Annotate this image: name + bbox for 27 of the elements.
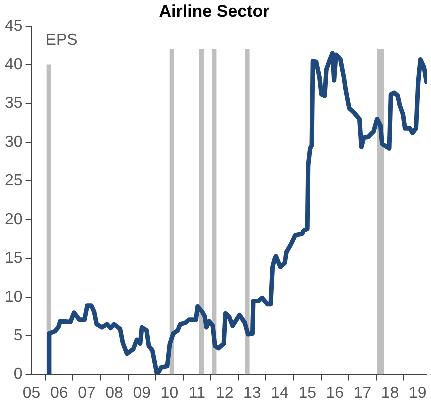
y-tick-label: 35 (5, 95, 23, 112)
x-tick-label: 11 (188, 384, 206, 402)
y-tick-label: 5 (14, 327, 23, 344)
x-tick-label: 15 (298, 384, 317, 402)
x-tick-label: 09 (133, 384, 152, 402)
chart-title: Airline Sector (159, 2, 270, 21)
x-tick-label: 14 (271, 384, 290, 402)
y-tick-label: 45 (5, 18, 23, 35)
x-tick-label: 17 (354, 384, 372, 402)
y-tick-label: 40 (5, 56, 23, 74)
y-tick-label: 10 (5, 288, 23, 306)
x-tick-label: 18 (381, 384, 400, 402)
x-tick-label: 16 (326, 384, 344, 402)
x-tick-label: 06 (50, 384, 68, 402)
x-tick-label: 12 (216, 384, 234, 402)
x-tick-label: 05 (22, 384, 41, 402)
x-tick-label: 07 (78, 384, 96, 402)
y-tick-label: 25 (5, 172, 23, 190)
x-tick-label: 08 (106, 384, 124, 402)
x-tick-label: 19 (409, 384, 427, 402)
y-tick-label: 30 (5, 134, 23, 151)
y-axis-title: EPS (46, 32, 78, 49)
y-tick-label: 20 (5, 211, 23, 228)
y-tick-label: 0 (14, 366, 23, 384)
x-tick-label: 13 (244, 384, 262, 402)
y-tick-label: 15 (5, 250, 23, 268)
x-tick-label: 10 (160, 384, 179, 402)
